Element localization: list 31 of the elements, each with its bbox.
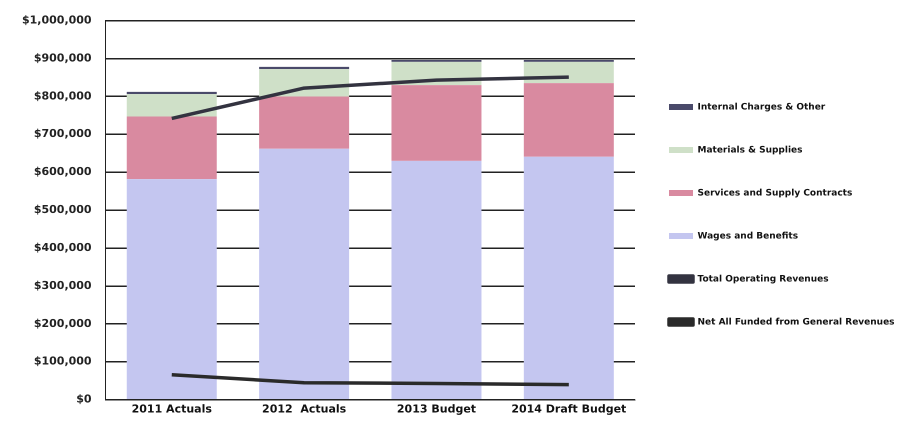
x-tick-label: 2014 Draft Budget bbox=[511, 402, 626, 416]
y-tick-label: $700,000 bbox=[34, 127, 92, 140]
bar bbox=[524, 62, 614, 84]
y-tick-label: $100,000 bbox=[34, 354, 92, 368]
bar bbox=[524, 156, 614, 400]
bar bbox=[259, 96, 350, 149]
y-tick-label: $400,000 bbox=[34, 240, 92, 254]
bar bbox=[524, 83, 614, 157]
y-tick-label: $1,000,000 bbox=[22, 13, 92, 26]
x-tick-label: 2011 Actuals bbox=[132, 402, 212, 416]
bar bbox=[126, 94, 217, 117]
legend-label: Internal Charges & Other bbox=[698, 102, 826, 112]
bar bbox=[391, 85, 482, 161]
legend-label: Wages and Benefits bbox=[698, 231, 798, 242]
legend-label: Total Operating Revenues bbox=[698, 274, 829, 284]
bar bbox=[126, 116, 217, 180]
legend-label: Net All Funded from General Revenues bbox=[698, 317, 895, 328]
y-tick-label: $300,000 bbox=[34, 278, 92, 292]
y-tick-label: $200,000 bbox=[34, 316, 92, 330]
legend-label: Services and Supply Contracts bbox=[698, 188, 852, 198]
y-tick-label: $500,000 bbox=[34, 203, 92, 216]
legend-label: Materials & Supplies bbox=[698, 145, 802, 156]
y-tick-label: $800,000 bbox=[34, 89, 92, 102]
bar bbox=[126, 179, 217, 400]
bar bbox=[391, 160, 482, 400]
bar bbox=[259, 148, 350, 400]
y-tick-label: $0 bbox=[76, 392, 92, 406]
y-tick-label: $600,000 bbox=[34, 165, 92, 178]
x-tick-label: 2013 Budget bbox=[396, 402, 476, 416]
x-tick-label: 2012 Actuals bbox=[262, 402, 347, 416]
y-tick-label: $900,000 bbox=[34, 51, 92, 64]
